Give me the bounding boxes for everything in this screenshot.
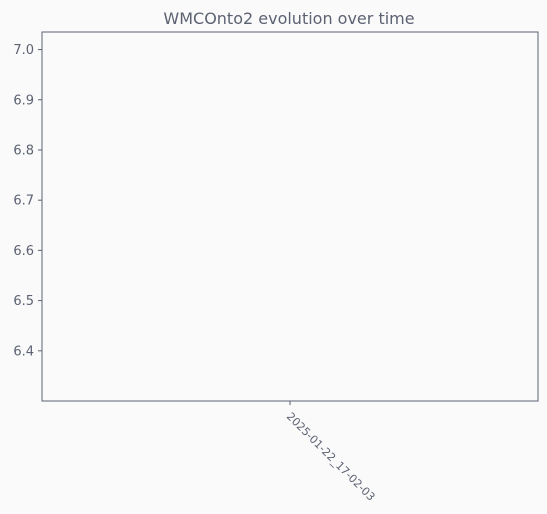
y-tick-label: 6.8 [13, 143, 34, 158]
y-axis: 6.4 6.5 6.6 6.7 6.8 6.9 7.0 [13, 43, 42, 359]
y-tick-label: 7.0 [13, 43, 34, 58]
y-tick-label: 6.6 [13, 244, 34, 259]
x-tick-label: 2025-01-22_17-02-03 [284, 410, 378, 504]
y-tick-label: 6.5 [13, 294, 34, 309]
y-tick-label: 6.7 [13, 194, 34, 209]
y-tick-label: 6.4 [13, 344, 34, 359]
chart-title: WMCOnto2 evolution over time [163, 9, 414, 28]
plot-area-frame [41, 31, 539, 402]
x-axis: 2025-01-22_17-02-03 [284, 401, 378, 504]
y-tick-label: 6.9 [13, 93, 34, 108]
